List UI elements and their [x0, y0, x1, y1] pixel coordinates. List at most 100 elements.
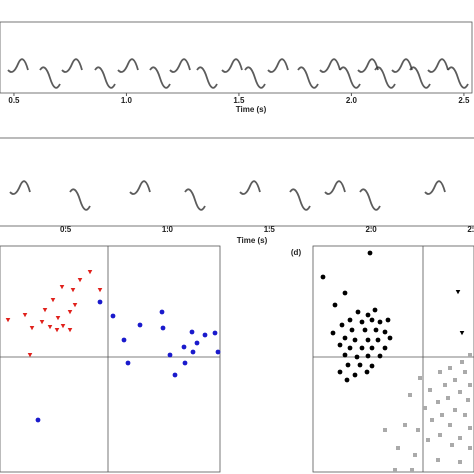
point	[372, 307, 378, 313]
point	[365, 337, 371, 343]
x-tick-label: 1.0	[162, 225, 174, 234]
point	[194, 340, 200, 346]
point	[347, 317, 353, 323]
point	[393, 468, 397, 472]
syllable	[129, 180, 151, 195]
point	[60, 324, 66, 329]
point	[182, 360, 188, 366]
panel-frame	[0, 137, 474, 227]
point	[359, 319, 365, 325]
point	[430, 418, 434, 422]
point	[35, 417, 41, 423]
point	[382, 329, 388, 335]
point	[468, 353, 472, 357]
syllable	[94, 66, 116, 89]
x-tick-label: 2.0	[366, 225, 378, 234]
point	[413, 453, 417, 457]
syllable	[297, 66, 319, 89]
point	[352, 372, 358, 378]
x-axis-label: Time (s)	[236, 105, 267, 114]
point	[468, 426, 472, 430]
point	[418, 376, 422, 380]
point	[97, 288, 103, 293]
point	[375, 337, 381, 343]
point	[47, 325, 53, 330]
point	[359, 345, 365, 351]
syllable	[267, 58, 289, 73]
syllable	[196, 66, 218, 89]
point	[5, 318, 11, 323]
syllable	[374, 66, 396, 89]
point	[385, 317, 391, 323]
point	[455, 290, 461, 295]
point	[97, 299, 103, 305]
syllable	[319, 58, 341, 73]
point	[349, 327, 355, 333]
point	[458, 436, 462, 440]
point	[29, 326, 35, 331]
point	[438, 433, 442, 437]
syllable	[239, 180, 261, 195]
syllable	[357, 58, 379, 73]
point	[463, 370, 467, 374]
syllable	[391, 58, 413, 73]
point	[423, 406, 427, 410]
point	[67, 328, 73, 333]
point	[342, 335, 348, 341]
panel-label: (d)	[291, 248, 302, 257]
syllable	[117, 58, 139, 73]
point	[367, 250, 373, 256]
x-tick-label: 2.0	[346, 96, 358, 105]
point	[342, 290, 348, 296]
point	[458, 460, 462, 464]
syllable	[447, 66, 469, 89]
point	[408, 393, 412, 397]
point	[448, 423, 452, 427]
point	[339, 322, 345, 328]
point	[468, 383, 472, 387]
point	[59, 285, 65, 290]
point	[215, 349, 221, 355]
point	[160, 325, 166, 331]
x-tick-label: 1.0	[121, 96, 133, 105]
point	[387, 335, 393, 341]
point	[344, 377, 350, 383]
point	[428, 388, 432, 392]
panel-frame	[0, 21, 473, 94]
point	[369, 363, 375, 369]
syllable	[149, 66, 171, 89]
point	[39, 320, 45, 325]
syllable	[221, 58, 243, 73]
point	[365, 353, 371, 359]
point	[202, 332, 208, 338]
point	[67, 310, 73, 315]
syllable	[184, 188, 206, 211]
syllable	[69, 188, 91, 211]
point	[453, 408, 457, 412]
point	[110, 313, 116, 319]
point	[453, 378, 457, 382]
point	[125, 360, 131, 366]
syllable	[7, 58, 29, 73]
point	[365, 312, 371, 318]
x-tick-label: 0.5	[8, 96, 20, 105]
point	[72, 303, 78, 308]
point	[70, 288, 76, 293]
point	[448, 366, 452, 370]
x-axis-label: Time (s)	[237, 236, 268, 245]
point	[137, 322, 143, 328]
point	[440, 413, 444, 417]
point	[377, 319, 383, 325]
point	[362, 327, 368, 333]
syllable	[61, 58, 83, 73]
syllable	[324, 180, 346, 195]
syllable	[339, 66, 361, 89]
point	[332, 302, 338, 308]
point	[357, 362, 363, 368]
syllable	[409, 66, 431, 89]
point	[54, 328, 60, 333]
point	[352, 337, 358, 343]
syllable	[244, 66, 266, 89]
point	[436, 400, 440, 404]
